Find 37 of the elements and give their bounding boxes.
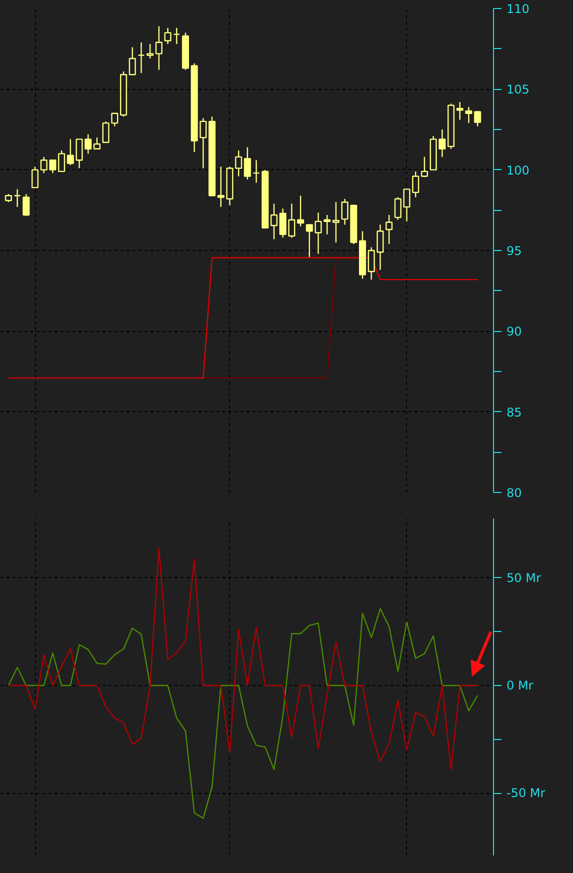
y-tick-label: 80 bbox=[506, 486, 522, 500]
candlestick bbox=[32, 166, 39, 188]
candlestick bbox=[173, 27, 180, 45]
candlestick bbox=[111, 112, 118, 127]
candlestick bbox=[465, 106, 472, 124]
candlestick bbox=[244, 146, 251, 180]
y-tick-label: 110 bbox=[506, 2, 530, 16]
candlestick bbox=[474, 110, 482, 127]
candlestick bbox=[146, 43, 154, 60]
candlestick bbox=[252, 160, 260, 184]
candlestick bbox=[22, 193, 30, 216]
y-tick-label: 50 Mr bbox=[506, 570, 541, 585]
y-tick-label: 0 Mr bbox=[506, 678, 534, 692]
candlestick bbox=[155, 26, 162, 70]
candlestick bbox=[324, 214, 331, 235]
y-tick-label: 90 bbox=[506, 324, 522, 339]
candlestick bbox=[332, 202, 340, 244]
candlestick bbox=[386, 214, 393, 245]
y-tick-label: 100 bbox=[506, 163, 530, 178]
candlestick bbox=[297, 195, 304, 227]
line-series bbox=[8, 608, 478, 819]
candlestick bbox=[420, 156, 428, 178]
y-tick-label: 85 bbox=[506, 405, 522, 420]
candlestick bbox=[164, 27, 172, 45]
y-tick-label: 105 bbox=[506, 82, 530, 97]
candlestick bbox=[270, 203, 278, 240]
candlestick bbox=[14, 188, 21, 208]
y-tick-label: 95 bbox=[506, 244, 522, 258]
candlestick bbox=[456, 101, 464, 120]
candlestick bbox=[138, 42, 145, 74]
candlestick bbox=[102, 120, 110, 144]
y-tick-label: -50 Mr bbox=[506, 786, 546, 800]
candlestick bbox=[58, 150, 66, 172]
line-series bbox=[8, 548, 478, 770]
candlestick bbox=[66, 138, 74, 166]
candlestick bbox=[93, 136, 100, 150]
candlestick bbox=[128, 46, 136, 76]
